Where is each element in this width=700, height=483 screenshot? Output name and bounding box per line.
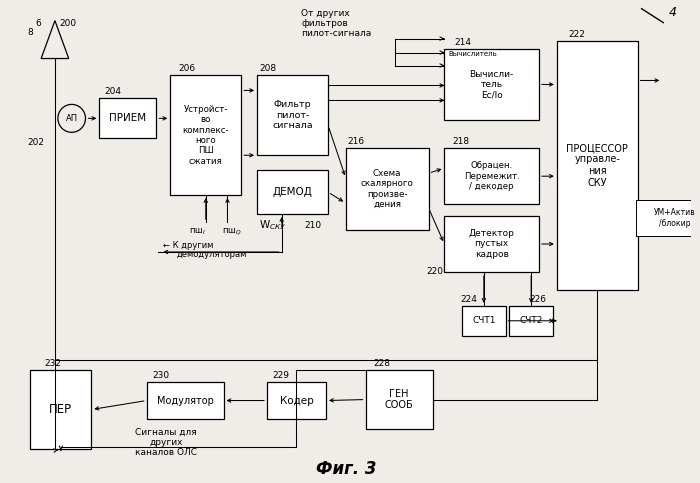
Text: СЧТ2: СЧТ2 <box>519 316 542 325</box>
Text: ПРОЦЕССОР
управле-
ния
СКУ: ПРОЦЕССОР управле- ния СКУ <box>566 143 628 187</box>
Bar <box>444 216 539 272</box>
Text: 218: 218 <box>452 137 470 146</box>
Text: Кодер: Кодер <box>279 396 314 406</box>
Bar <box>346 148 428 230</box>
Text: Модулятор: Модулятор <box>157 396 214 406</box>
Text: Вычисли-
тель
Ec/Io: Вычисли- тель Ec/Io <box>470 70 514 99</box>
Bar <box>99 99 157 138</box>
Text: ПЕР: ПЕР <box>49 403 72 416</box>
Text: демодуляторам: демодуляторам <box>176 250 246 259</box>
Bar <box>267 382 326 420</box>
Text: 208: 208 <box>259 65 276 73</box>
Bar <box>556 41 638 290</box>
Text: Вычислитель: Вычислитель <box>448 51 497 57</box>
Text: 6: 6 <box>35 19 41 28</box>
Text: УМ+Актив
/блокир: УМ+Актив /блокир <box>654 208 696 228</box>
Text: 224: 224 <box>460 295 477 304</box>
Bar <box>444 49 539 120</box>
Text: 202: 202 <box>27 138 44 147</box>
Bar <box>462 306 505 336</box>
Text: 220: 220 <box>426 267 444 276</box>
Text: ДЕМОД: ДЕМОД <box>272 187 312 197</box>
Text: Фиг. 3: Фиг. 3 <box>316 460 376 478</box>
Text: 232: 232 <box>44 359 61 368</box>
Text: W$_{СКУ}$: W$_{СКУ}$ <box>259 218 286 232</box>
Text: 228: 228 <box>373 359 391 368</box>
Text: Детектор
пустых
кадров: Детектор пустых кадров <box>469 229 514 259</box>
Bar <box>444 148 539 204</box>
Text: 214: 214 <box>454 38 471 46</box>
Text: ← К другим: ← К другим <box>163 241 214 250</box>
Text: Устройст-
во
комплекс-
ного
ПШ
сжатия: Устройст- во комплекс- ного ПШ сжатия <box>183 105 229 166</box>
Bar <box>510 306 553 336</box>
Text: 222: 222 <box>568 29 585 39</box>
Bar <box>257 75 328 155</box>
Text: 210: 210 <box>304 221 321 230</box>
Text: 206: 206 <box>178 65 195 73</box>
Text: пш$_I$: пш$_I$ <box>190 226 206 237</box>
Text: пш$_Q$: пш$_Q$ <box>222 226 242 237</box>
Text: СЧТ1: СЧТ1 <box>472 316 496 325</box>
Text: Обрацен.
Перемежит.
/ декодер: Обрацен. Перемежит. / декодер <box>464 161 519 191</box>
Bar <box>257 170 328 214</box>
Text: Схема
скалярного
произве-
дения: Схема скалярного произве- дения <box>360 169 414 209</box>
Text: 229: 229 <box>273 370 290 380</box>
Bar <box>170 75 242 195</box>
Text: ГЕН
СООБ: ГЕН СООБ <box>385 389 414 411</box>
Text: От других
фильтров
пилот-сигнала: От других фильтров пилот-сигнала <box>302 9 372 39</box>
Text: 200: 200 <box>60 19 77 28</box>
Bar <box>636 200 700 236</box>
Text: 8: 8 <box>27 28 33 37</box>
Text: ПРИЕМ: ПРИЕМ <box>109 114 146 123</box>
Text: АП: АП <box>66 114 78 123</box>
Bar <box>365 369 433 429</box>
Text: Сигналы для
других
каналов ОЛС: Сигналы для других каналов ОЛС <box>135 427 197 457</box>
Text: 230: 230 <box>153 370 169 380</box>
Bar <box>30 369 92 449</box>
Text: 4: 4 <box>669 6 677 19</box>
Text: Фильтр
пилот-
сигнала: Фильтр пилот- сигнала <box>272 100 313 130</box>
Text: 204: 204 <box>104 87 121 97</box>
Bar <box>146 382 223 420</box>
Text: 216: 216 <box>348 137 365 146</box>
Text: 226: 226 <box>529 295 546 304</box>
